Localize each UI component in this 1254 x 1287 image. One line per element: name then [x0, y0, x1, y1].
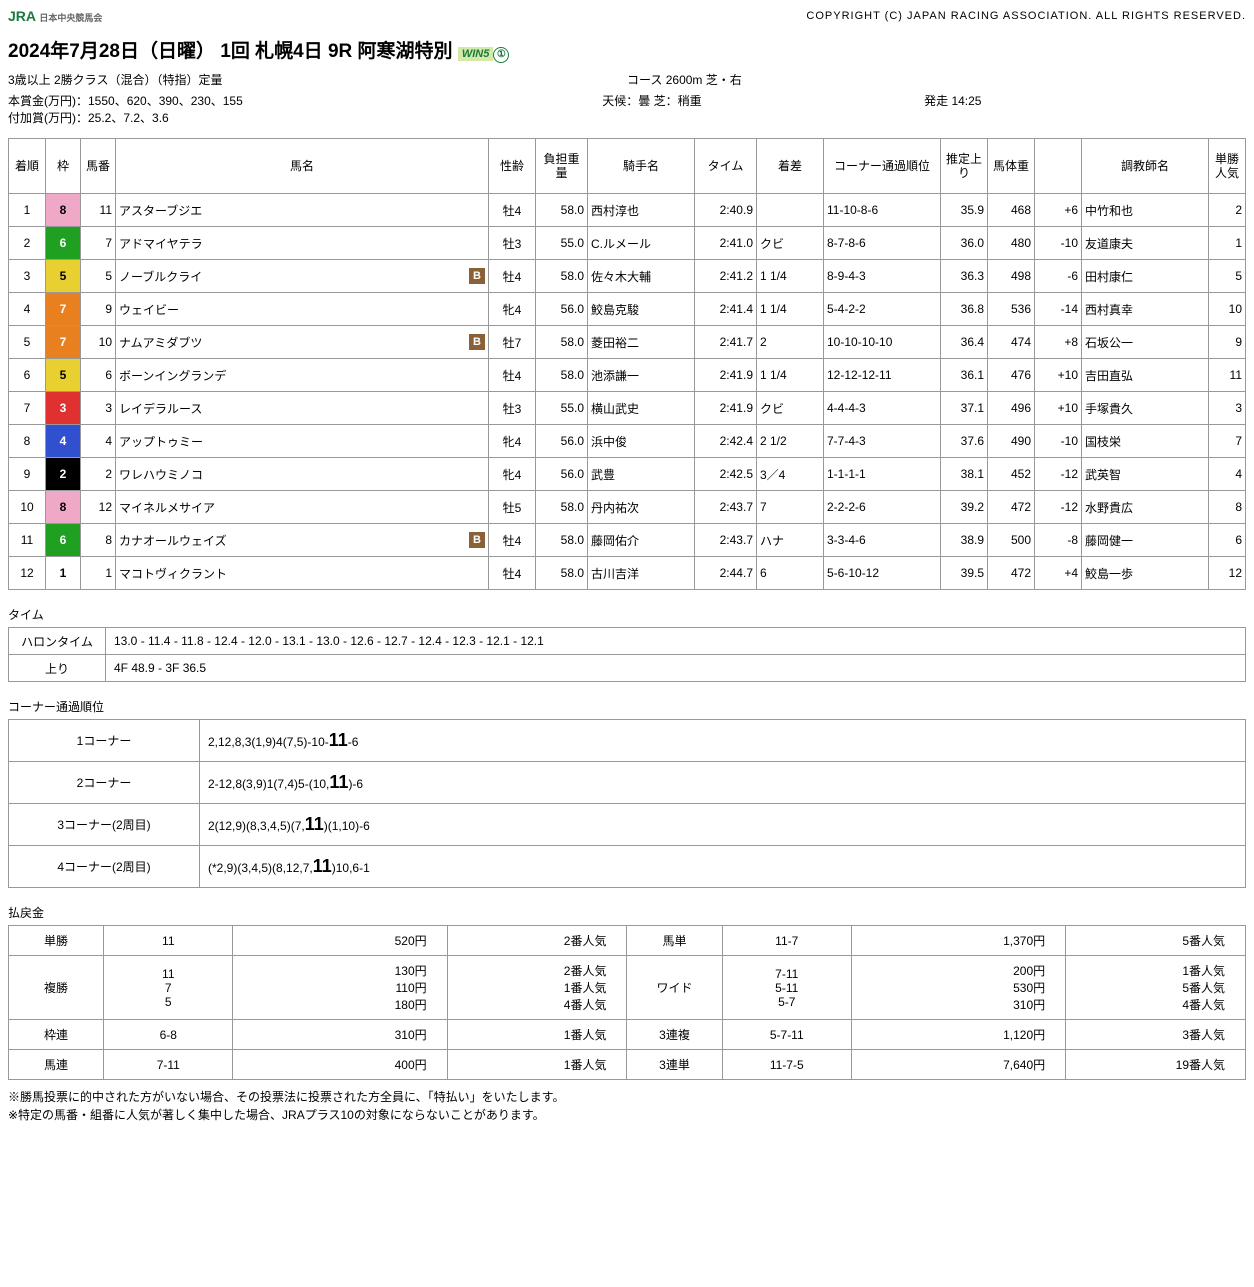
win5-badge: WIN5: [458, 47, 494, 61]
table-row: 1211マコトヴィクラント牡458.0古川吉洋2:44.765-6-10-123…: [9, 557, 1246, 590]
footnotes: ※勝馬投票に的中された方がいない場合、その投票法に投票された方全員に、「特払い」…: [8, 1088, 1246, 1124]
table-row: 656ボーンイングランデ牡458.0池添謙一2:41.91 1/412-12-1…: [9, 359, 1246, 392]
payout-section-title: 払戻金: [8, 904, 1246, 921]
table-row: 267アドマイヤテラ牡355.0C.ルメール2:41.0クビ8-7-8-636.…: [9, 227, 1246, 260]
corner-table: 1コーナー2,12,8,3(1,9)4(7,5)-10-11-62コーナー2-1…: [8, 719, 1246, 888]
page-header: JRA 日本中央競馬会 COPYRIGHT (C) JAPAN RACING A…: [8, 8, 1246, 24]
table-row: 10812マイネルメサイア牡558.0丹内祐次2:43.772-2-2-639.…: [9, 491, 1246, 524]
table-row: 733レイデラルース牡355.0横山武史2:41.9クビ4-4-4-337.14…: [9, 392, 1246, 425]
corner-section-title: コーナー通過順位: [8, 698, 1246, 715]
race-meta-1: 3歳以上 2勝クラス（混合）（特指）定量コース 2600m 芝・右: [8, 71, 1246, 88]
copyright-text: COPYRIGHT (C) JAPAN RACING ASSOCIATION. …: [806, 10, 1246, 22]
payout-table: 単勝11520円2番人気馬単11-71,370円5番人気複勝1175130円11…: [8, 925, 1246, 1080]
table-row: 922ワレハウミノコ牝456.0武豊2:42.53／41-1-1-138.145…: [9, 458, 1246, 491]
table-row: 1811アスターブジエ牡458.0西村淳也2:40.911-10-8-635.9…: [9, 194, 1246, 227]
win5-number: ①: [493, 47, 509, 63]
table-row: 479ウェイビー牝456.0鮫島克駿2:41.41 1/45-4-2-236.8…: [9, 293, 1246, 326]
table-row: 5710ナムアミダブツB牡758.0菱田裕二2:41.7210-10-10-10…: [9, 326, 1246, 359]
jra-logo: JRA 日本中央競馬会: [8, 8, 102, 24]
results-table: 着順枠馬番馬名性齢負担重量騎手名タイム着差コーナー通過順位推定上り馬体重調教師名…: [8, 138, 1246, 590]
time-table: ハロンタイム13.0 - 11.4 - 11.8 - 12.4 - 12.0 -…: [8, 627, 1246, 682]
race-meta-2: 本賞金(万円)：1550、620、390、230、155付加賞(万円)：25.2…: [8, 92, 1246, 126]
time-section-title: タイム: [8, 606, 1246, 623]
table-row: 1168カナオールウェイズB牡458.0藤岡佑介2:43.7ハナ3-3-4-63…: [9, 524, 1246, 557]
table-row: 844アップトゥミー牝456.0浜中俊2:42.42 1/27-7-4-337.…: [9, 425, 1246, 458]
race-title: 2024年7月28日（日曜） 1回 札幌4日 9R 阿寒湖特別 WIN5①: [8, 36, 1246, 63]
table-row: 355ノーブルクライB牡458.0佐々木大輔2:41.21 1/48-9-4-3…: [9, 260, 1246, 293]
